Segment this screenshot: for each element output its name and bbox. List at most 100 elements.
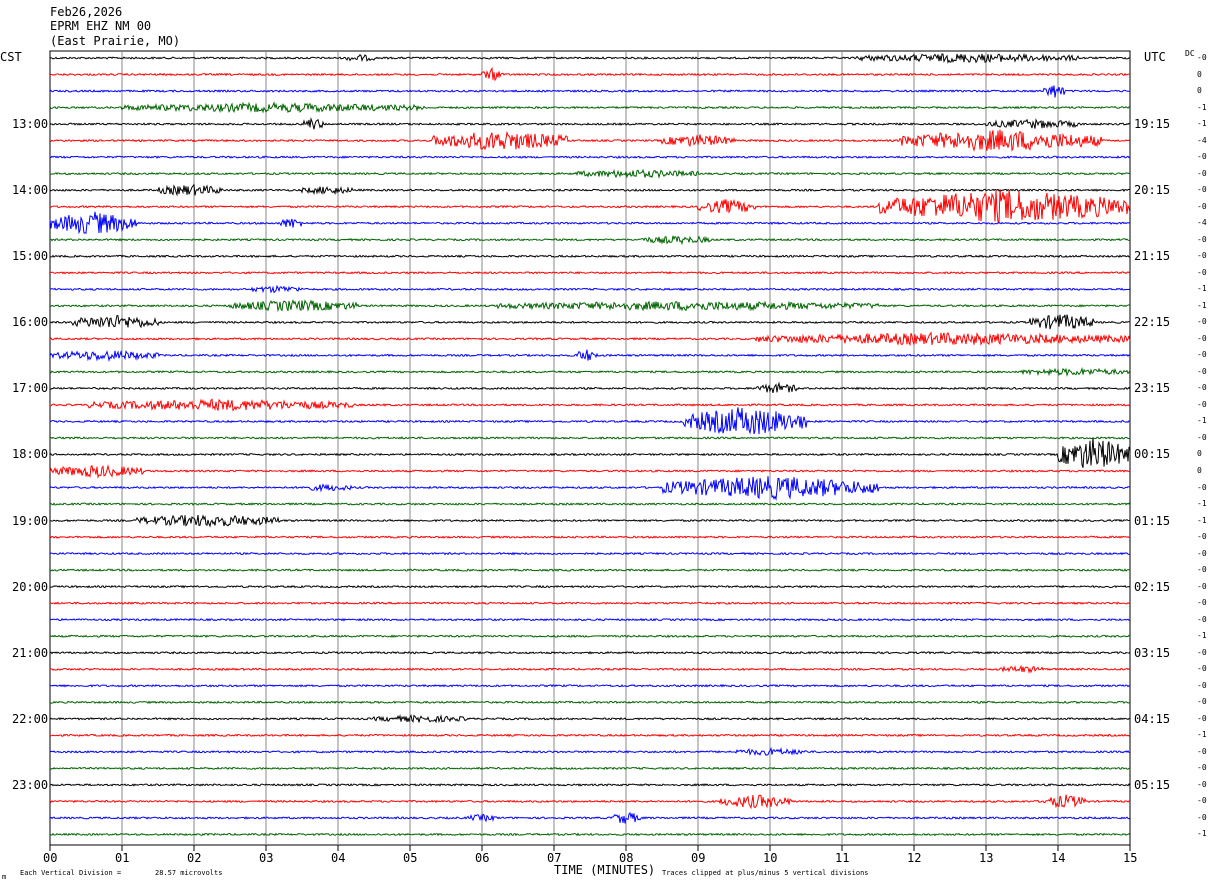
x-tick-label: 04: [331, 851, 346, 865]
trace-line: [49, 52, 1131, 64]
dc-offset-label: -0: [1197, 251, 1207, 261]
x-tick-label: 03: [259, 851, 274, 865]
dc-offset-label: -0: [1197, 168, 1207, 178]
trace-line: [49, 117, 1131, 130]
x-tick-label: 12: [907, 851, 922, 865]
dc-offset-label: -1: [1197, 631, 1207, 641]
scale-value: 28.57 microvolts: [155, 869, 223, 877]
dc-offset-label: -0: [1197, 598, 1207, 608]
utc-hour-label: 20:15: [1134, 183, 1171, 198]
record-date: Feb26,2026: [50, 5, 123, 19]
trace-line: [49, 168, 1131, 179]
cst-hour-label: 15:00: [12, 249, 49, 264]
x-tick-label: 00: [43, 851, 58, 865]
utc-hour-label: 19:15: [1134, 117, 1171, 132]
trace-line: [49, 502, 1131, 506]
utc-hour-label: 21:15: [1134, 249, 1171, 264]
trace-line: [49, 601, 1131, 605]
trace-line: [49, 271, 1131, 275]
dc-offset-label: -0: [1197, 267, 1207, 277]
trace-line: [49, 155, 1131, 159]
dc-offset-label: -0: [1197, 53, 1207, 62]
cst-hour-label: 17:00: [12, 381, 49, 396]
dc-offset-label: -0: [1197, 647, 1207, 657]
trace-line: [49, 183, 1131, 197]
trace-line: [49, 783, 1131, 787]
utc-hour-label: 02:15: [1134, 579, 1171, 594]
dc-offset-label: -0: [1197, 812, 1207, 822]
trace-line: [49, 366, 1131, 377]
dc-offset-label: -0: [1197, 581, 1207, 591]
trace-line: [49, 298, 1131, 313]
dc-offset-label: -0: [1197, 317, 1207, 327]
dc-offset-label: -0: [1197, 565, 1207, 575]
dc-offset-label: -0: [1197, 532, 1207, 542]
utc-hour-label: 04:15: [1134, 711, 1171, 726]
trace-line: [49, 66, 1131, 82]
trace-line: [49, 476, 1131, 501]
dc-offset-label: -1: [1197, 829, 1207, 839]
trace-line: [49, 766, 1131, 771]
trace-line: [49, 832, 1131, 837]
dc-offset-label: 0: [1197, 86, 1202, 96]
trace-line: [49, 331, 1131, 347]
x-tick-label: 14: [1051, 851, 1066, 865]
x-tick-label: 08: [619, 851, 634, 865]
x-tick-label: 06: [475, 851, 490, 865]
trace-line: [49, 683, 1131, 688]
dc-offset-label: -0: [1197, 713, 1207, 723]
corner-mark: m: [2, 873, 7, 881]
trace-line: [49, 514, 1131, 528]
dc-offset-label: -4: [1197, 218, 1207, 228]
dc-offset-label: -0: [1197, 201, 1207, 211]
x-axis-label: TIME (MINUTES): [554, 863, 656, 877]
dc-offset-label: -0: [1197, 432, 1207, 442]
x-tick-label: 02: [187, 851, 202, 865]
utc-hour-label: 00:15: [1134, 447, 1171, 462]
dc-offset-label: -4: [1197, 135, 1207, 145]
x-tick-label: 15: [1123, 851, 1138, 865]
dc-offset-label: -0: [1197, 366, 1207, 376]
dc-offset-label: -0: [1197, 234, 1207, 244]
trace-line: [49, 733, 1131, 738]
trace-line: [49, 634, 1131, 639]
trace-line: [49, 436, 1131, 440]
cst-hour-label: 22:00: [12, 711, 49, 726]
trace-line: [49, 746, 1131, 757]
trace-line: [49, 713, 1131, 724]
trace-line: [49, 235, 1131, 246]
dc-offset-label: 0: [1197, 466, 1202, 475]
x-tick-label: 07: [547, 851, 562, 865]
dc-offset-label: -0: [1197, 680, 1207, 690]
trace-line: [49, 584, 1131, 589]
plot-frame: [49, 50, 1131, 846]
dc-offset-label: -0: [1197, 697, 1207, 707]
trace-line: [49, 398, 1131, 412]
trace-line: [49, 101, 1131, 114]
left-timezone-label: CST: [0, 50, 22, 64]
x-tick-label: 11: [835, 851, 850, 865]
station-location: (East Prairie, MO): [50, 34, 181, 48]
dc-offset-label: -0: [1197, 152, 1207, 162]
trace-line: [49, 551, 1131, 556]
trace-line: [49, 437, 1131, 468]
cst-hour-label: 21:00: [12, 645, 49, 660]
dc-offset-label: -0: [1197, 746, 1207, 756]
trace-line: [49, 700, 1131, 705]
right-timezone-label: UTC: [1144, 50, 1166, 64]
trace-line: [49, 650, 1131, 655]
trace-line: [49, 407, 1131, 435]
trace-line: [49, 464, 1131, 479]
dc-offset-label: -1: [1197, 102, 1207, 112]
station-id: EPRM EHZ NM 00: [50, 19, 152, 33]
x-tick-label: 10: [763, 851, 778, 865]
dc-offset-label: -0: [1197, 350, 1207, 360]
trace-group: [49, 52, 1131, 837]
utc-hour-label: 03:15: [1134, 645, 1171, 660]
utc-hour-label: 01:15: [1134, 513, 1171, 528]
x-tick-label: 05: [403, 851, 418, 865]
dc-offset-label: -0: [1197, 548, 1207, 558]
cst-hour-label: 19:00: [12, 513, 49, 528]
dc-offset-label: -0: [1197, 333, 1207, 343]
